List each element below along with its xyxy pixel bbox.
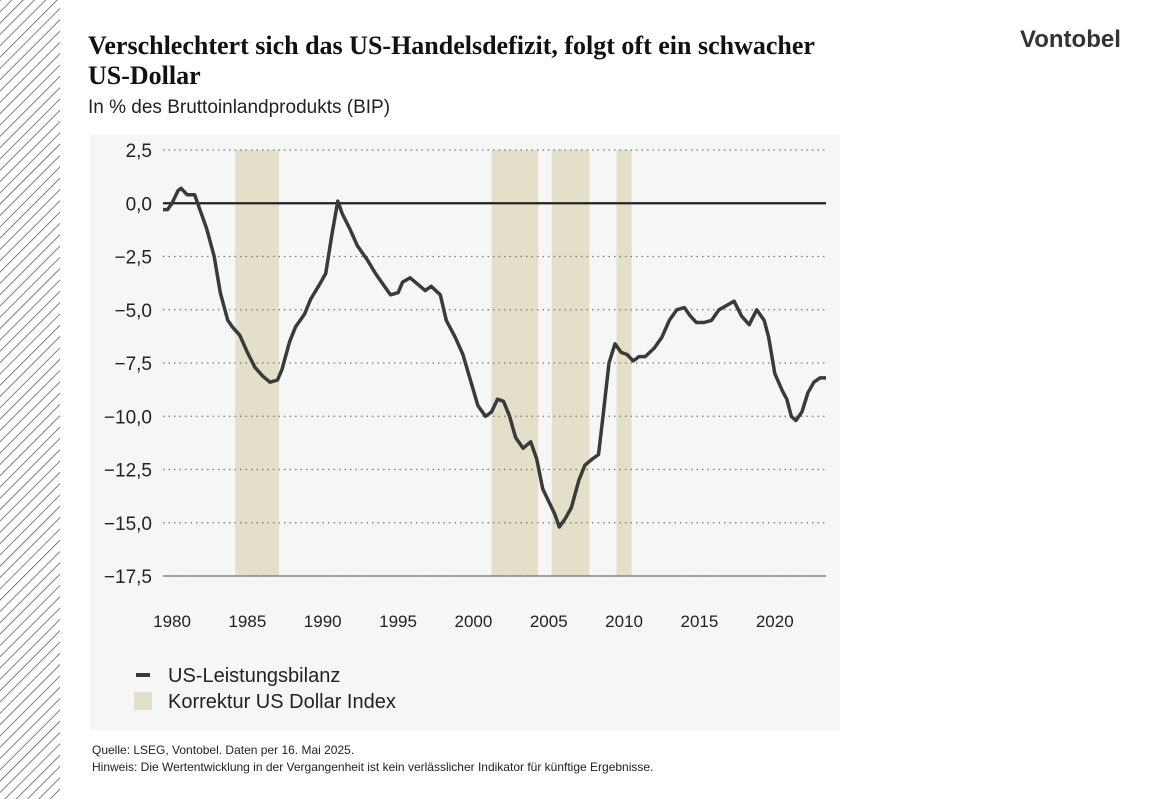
chart-subtitle: In % des Bruttoinlandprodukts (BIP) (88, 97, 390, 118)
note: Hinweis: Die Wertentwicklung in der Verg… (92, 760, 653, 774)
x-tick-label: 2015 (681, 612, 719, 631)
legend-label: US-Leistungsbilanz (168, 665, 340, 687)
y-tick-label: 0,0 (126, 194, 152, 215)
x-tick-label: 1995 (379, 612, 417, 631)
y-tick-label: −17,5 (104, 567, 152, 588)
legend-swatch (134, 692, 152, 710)
y-tick-label: −2,5 (114, 248, 152, 269)
x-tick-label: 2010 (605, 612, 643, 631)
line-series (163, 186, 826, 529)
shaded-band (491, 150, 539, 576)
x-tick-label: 1990 (304, 612, 342, 631)
hatch-strip (0, 0, 60, 799)
chart-title: Verschlechtert sich das US-Handelsdefizi… (88, 31, 815, 60)
logo: Vontobel (1020, 26, 1121, 53)
y-tick-label: −10,0 (104, 407, 152, 428)
y-tick-label: −15,0 (104, 514, 152, 535)
shaded-band (616, 150, 632, 576)
x-tick-label: 2000 (454, 612, 492, 631)
y-tick-label: −12,5 (104, 461, 152, 482)
y-tick-label: 2,5 (126, 141, 152, 162)
y-tick-label: −5,0 (114, 301, 152, 322)
chart-title: US-Dollar (88, 61, 201, 90)
legend-label: Korrektur US Dollar Index (168, 691, 396, 713)
chart-background (90, 135, 840, 730)
x-tick-label: 2005 (530, 612, 568, 631)
x-tick-label: 1980 (153, 612, 191, 631)
plot: 2,5 0,0 −2,5 −5,0 −7,5 −10,0 −12,5 −15,0 −17,5 19… (104, 141, 826, 713)
x-tick-label: 2020 (756, 612, 794, 631)
x-tick-label: 1985 (228, 612, 266, 631)
source: Quelle: LSEG, Vontobel. Daten per 16. Ma… (92, 743, 354, 757)
y-tick-label: −7,5 (114, 354, 152, 375)
